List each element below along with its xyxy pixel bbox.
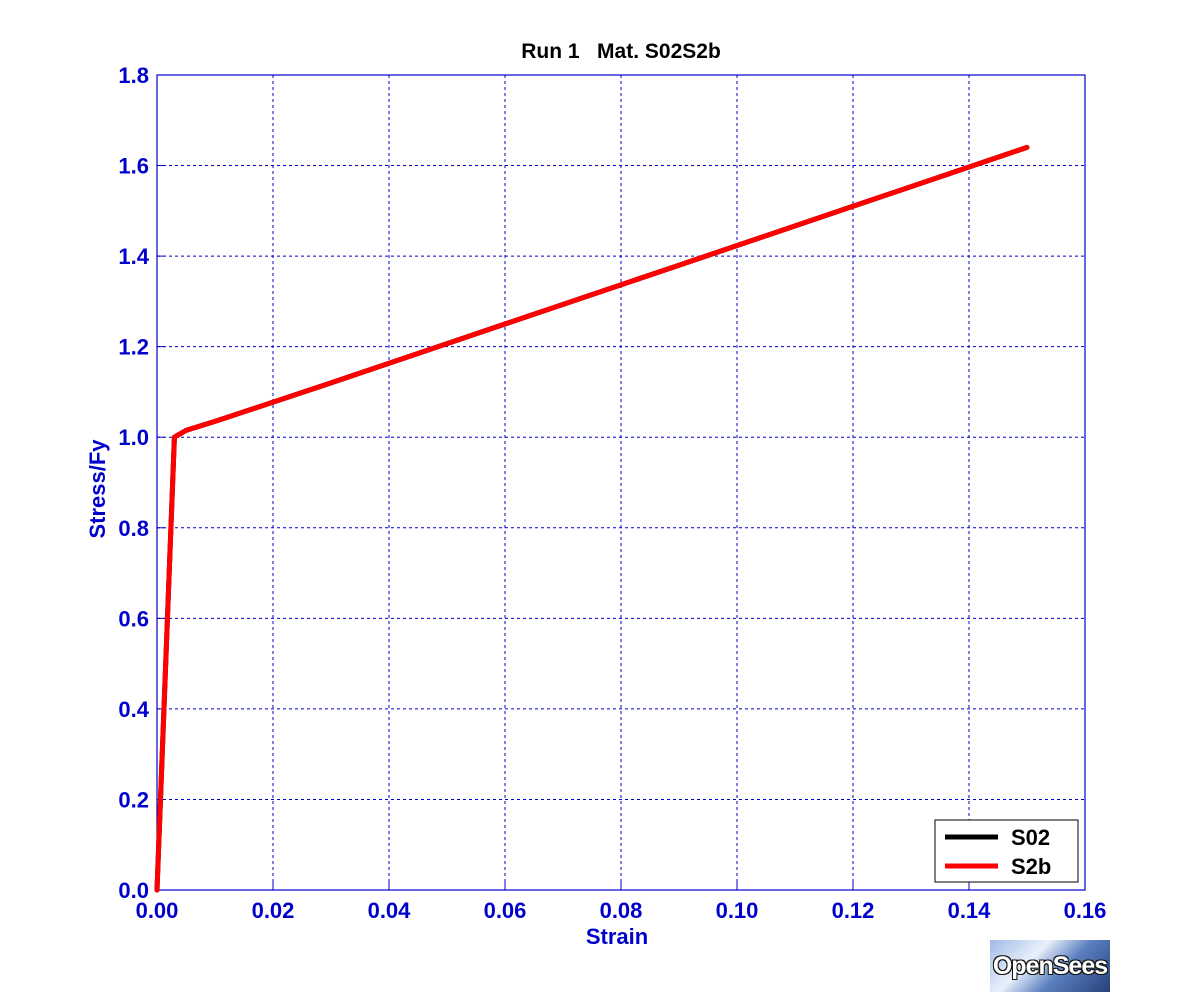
grid-layer: [156, 74, 1086, 891]
x-tick-labels: 0.00 0.02 0.04 0.06 0.08 0.10 0.12 0.14 0.16: [136, 898, 1107, 923]
y-tick-label: 0.8: [118, 516, 149, 541]
legend: S02 S2b: [934, 819, 1079, 883]
x-axis-label: Strain: [586, 924, 648, 949]
y-tick-label: 1.4: [118, 244, 149, 269]
logo-text: OpenSees: [992, 951, 1108, 980]
x-tick-label: 0.12: [832, 898, 875, 923]
x-tick-label: 0.14: [948, 898, 992, 923]
y-tick-labels: 0.0 0.2 0.4 0.6 0.8 1.0 1.2 1.4 1.6 1.8: [118, 63, 149, 903]
legend-box: [934, 819, 1079, 883]
y-tick-label: 0.4: [118, 697, 149, 722]
y-tick-label: 1.8: [118, 63, 149, 88]
x-tick-label: 0.08: [600, 898, 643, 923]
x-tick-label: 0.04: [368, 898, 412, 923]
x-tick-label: 0.06: [484, 898, 527, 923]
legend-label-s2b: S2b: [1011, 854, 1051, 879]
y-tick-label: 1.6: [118, 154, 149, 179]
opensees-logo: OpenSees: [990, 940, 1110, 992]
legend-label-s02: S02: [1011, 825, 1050, 850]
series-line-s2b: [154, 144, 1030, 893]
series-line-s02: [154, 144, 1030, 893]
x-tick-label: 0.00: [136, 898, 179, 923]
x-tick-label: 0.10: [716, 898, 759, 923]
plot-frame: [156, 74, 1086, 891]
y-tick-label: 0.2: [118, 787, 149, 812]
series-layer: [154, 144, 1030, 893]
y-tick-label: 1.0: [118, 425, 149, 450]
y-tick-label: 0.0: [118, 878, 149, 903]
chart-title: Run 1 Mat. S02S2b: [521, 40, 721, 63]
x-tick-label: 0.16: [1064, 898, 1107, 923]
x-tick-label: 0.02: [252, 898, 295, 923]
y-tick-label: 0.6: [118, 606, 149, 631]
y-tick-label: 1.2: [118, 335, 149, 360]
y-axis-label: Stress/Fy: [85, 439, 110, 539]
